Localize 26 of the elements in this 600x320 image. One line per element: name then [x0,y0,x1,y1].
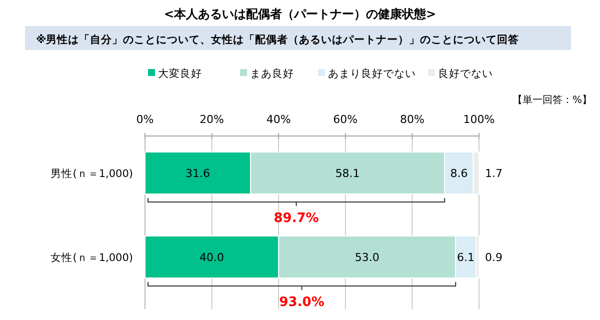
legend-label: 大変良好 [158,67,202,80]
annotation: 93.0% [279,295,324,310]
data-label: 6.1 [457,251,475,264]
x-tick-label: 80% [400,113,424,126]
x-tick-label: 60% [333,113,358,126]
legend-label: あまり良好でない [328,67,416,80]
text: 【単一回答：%】 [512,94,592,106]
data-label: 1.7 [485,167,502,180]
annotation: 89.7% [274,211,319,226]
data-label: 40.0 [200,251,224,264]
data-label: 58.1 [335,167,360,180]
chart-subtitle: ※男性は「自分」のことについて、女性は「配偶者（あるいはパートナー）」のことについて回答 [36,33,520,46]
y-tick-label: 女性(ｎ＝1,000) [50,252,133,264]
legend-label: 良好でない [438,67,493,80]
data-label: 53.0 [354,251,380,264]
chart-title: <本人あるいは配偶者（パートナー）の健康状態> [164,7,436,21]
x-tick-label: 100% [463,113,495,126]
data-label: 31.6 [186,167,210,180]
x-tick-label: 20% [200,113,224,126]
data-label: 8.6 [450,167,468,180]
legend-label: まあ良好 [250,67,294,80]
subtitle-box: ※男性は「自分」のことについて、女性は「配偶者（あるいはパートナー）」のことについて回答 [25,26,571,50]
y-tick-label: 男性(ｎ＝1,000) [50,168,133,180]
x-tick-label: 40% [266,113,291,126]
data-label: 0.9 [485,251,502,264]
x-tick-label: 0% [136,113,154,126]
